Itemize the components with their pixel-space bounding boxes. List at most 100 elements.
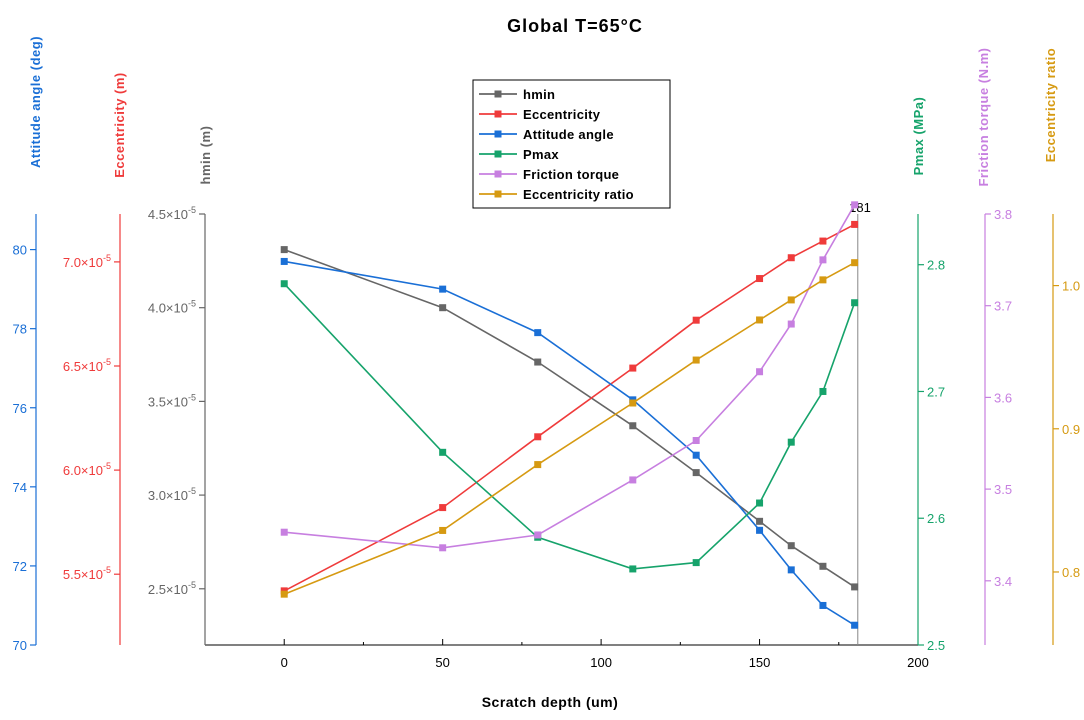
axis-title-ratio: Eccentricity ratio [1043,48,1058,163]
series-point-fric [534,531,542,539]
axis-tick-label-ratio: 0.8 [1062,565,1080,580]
axis-title-fric: Friction torque (N.m) [976,47,991,186]
legend-swatch-marker [494,170,502,178]
axis-tick-label-ratio: 1.0 [1062,279,1080,294]
axis-title-hmin: hmin (m) [198,126,213,185]
series-line-fric [284,204,856,549]
axis-tick-label-fric: 3.7 [994,299,1012,314]
series-point-hmin [629,422,637,430]
series-point-ecc [629,364,637,372]
series-point-ecc [851,220,859,228]
series-point-att [819,601,827,609]
series-point-pmax [787,438,795,446]
series-point-ecc [756,275,764,283]
series-point-hmin [692,469,700,477]
series-point-pmax [851,299,859,307]
axis-tick-label-ratio: 0.9 [1062,422,1080,437]
legend-entry-label: Pmax [523,147,559,162]
axis-tick-label-fric: 3.4 [994,574,1012,589]
series-point-ratio [534,461,542,469]
series-point-ecc [819,237,827,245]
legend-swatch-marker [494,90,502,98]
series-point-ecc [534,433,542,441]
series-point-pmax [280,280,288,288]
axis-title-ecc: Eccentricity (m) [112,72,127,178]
series-point-att [280,257,288,265]
axis-tick-label-ecc: 7.0×10-5 [63,253,111,270]
axis-tick-label-hmin: 2.5×10-5 [148,580,196,597]
series-point-fric [629,476,637,484]
series-point-ratio [851,259,859,267]
axis-tick-label-fric: 3.8 [994,207,1012,222]
series-point-ratio [819,276,827,284]
legend-box [472,79,671,209]
series-point-hmin [756,517,764,525]
legend-swatch-marker [494,130,502,138]
series-point-fric [756,368,764,376]
series-point-fric [280,528,288,536]
series-line-pmax [283,283,856,570]
axis-tick-label-hmin: 3.5×10-5 [148,392,196,409]
legend-swatch-marker [494,150,502,158]
series-point-ecc [787,254,795,262]
axis-tick-label-hmin: 4.0×10-5 [148,299,196,316]
series-point-hmin [851,583,859,591]
series-point-ratio [280,590,288,598]
series-point-fric [787,320,795,328]
axis-tick-label-ecc: 6.5×10-5 [63,357,111,374]
series-point-att [692,451,700,459]
series-point-ecc [439,504,447,512]
axis-title-att: Attitude angle (deg) [28,36,43,168]
axis-tick-label-hmin: 3.0×10-5 [148,486,196,503]
series-point-fric [439,544,447,552]
series-point-att [534,329,542,337]
series-point-ecc [692,316,700,324]
legend-swatch-marker [494,190,502,198]
x-axis-label: Scratch depth (um) [482,694,619,710]
axis-tick-label-hmin: 4.5×10-5 [148,205,196,222]
series-point-pmax [756,499,764,507]
series-point-att [756,526,764,534]
axis-tick-label-att: 72 [13,559,27,574]
axis-tick-label-att: 80 [13,243,27,258]
series-point-fric [819,256,827,264]
x-tick-label: 150 [749,655,771,670]
series-point-hmin [439,304,447,312]
axis-tick-label-pmax: 2.6 [927,511,945,526]
x-tick-label: 100 [590,655,612,670]
series-point-pmax [819,387,827,395]
series-point-ratio [629,399,637,407]
axis-tick-label-pmax: 2.7 [927,384,945,399]
axis-tick-label-fric: 3.5 [994,482,1012,497]
series-line-ecc [283,223,855,592]
chart-title: Global T=65°C [507,16,643,36]
axis-tick-label-ecc: 5.5×10-5 [63,565,111,582]
series-line-hmin [283,248,856,588]
series-point-ratio [787,296,795,304]
legend-entry-label: hmin [523,87,555,102]
x-tick-label: 200 [907,655,929,670]
series-point-hmin [819,562,827,570]
series-point-att [787,566,795,574]
series-point-ratio [692,356,700,364]
series-point-hmin [280,246,288,254]
series-point-fric [692,437,700,445]
legend-entry-label: Eccentricity [523,107,601,122]
legend-swatch-marker [494,110,502,118]
series-point-pmax [439,448,447,456]
axis-tick-label-pmax: 2.5 [927,638,945,653]
series-point-hmin [534,358,542,366]
series-point-att [439,285,447,293]
axis-tick-label-att: 70 [13,638,27,653]
legend-entry-label: Friction torque [523,167,619,182]
axis-tick-label-att: 76 [13,401,27,416]
series-point-ratio [756,316,764,324]
axis-tick-label-att: 78 [13,322,27,337]
axis-tick-label-pmax: 2.8 [927,258,945,273]
x-tick-label: 0 [281,655,288,670]
series-point-att [851,621,859,629]
series-point-ratio [439,526,447,534]
series-point-pmax [692,559,700,567]
